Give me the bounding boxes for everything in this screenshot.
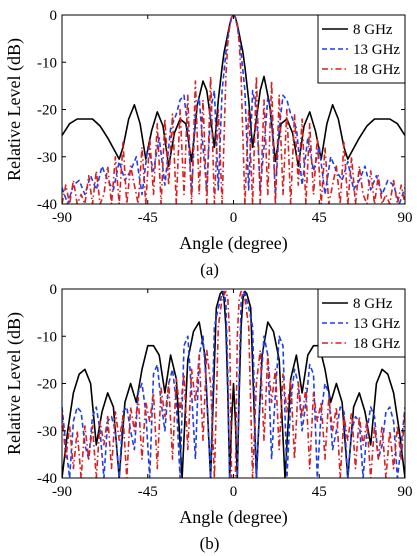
chart-panel-2: -90 -45 0 45 90 0 -10 -20 -30 -40 Angle (degree) Re… <box>4 282 413 553</box>
y-tick-label: -10 <box>37 329 57 345</box>
series-line-13-ghz <box>62 15 405 204</box>
x-axis-label: Angle (degree) <box>179 507 287 528</box>
x-tick-label: 0 <box>230 210 238 226</box>
legend: 8 GHz 13 GHz 18 GHz <box>317 288 406 358</box>
legend-entry: 13 GHz <box>353 316 400 332</box>
x-tick-label: 90 <box>398 484 413 500</box>
plot-area <box>62 290 405 478</box>
x-tick-label: -45 <box>138 484 158 500</box>
x-tick-label: -90 <box>52 210 72 226</box>
x-tick-label: -90 <box>52 484 72 500</box>
y-tick-label: -30 <box>37 150 57 166</box>
x-tick-label: 90 <box>398 210 413 226</box>
y-tick-label: -40 <box>37 471 57 487</box>
y-tick-label: 0 <box>50 8 58 24</box>
panel-caption: (b) <box>200 534 220 553</box>
legend-entry: 18 GHz <box>353 336 400 352</box>
chart-panel-1: -90 -45 0 45 90 0 -10 -20 -30 -40 Angle (degree) Re… <box>4 8 413 279</box>
panel-caption: (a) <box>200 260 219 279</box>
x-tick-label: 0 <box>230 484 238 500</box>
y-axis-label: Relative Level (dB) <box>4 312 25 455</box>
y-tick-label: -30 <box>37 424 57 440</box>
y-tick-label: -20 <box>37 103 57 119</box>
legend: 8 GHz 13 GHz 18 GHz <box>317 14 406 84</box>
series-line-13-ghz <box>62 290 405 478</box>
x-tick-label: 45 <box>312 484 327 500</box>
series-line-8-ghz <box>62 15 405 167</box>
x-tick-label: 45 <box>312 210 327 226</box>
x-axis-label: Angle (degree) <box>179 233 287 254</box>
y-tick-label: 0 <box>50 282 58 298</box>
legend-entry: 13 GHz <box>353 42 400 58</box>
plot-area <box>62 15 405 204</box>
legend-entry: 8 GHz <box>353 22 393 38</box>
y-tick-label: -40 <box>37 197 57 213</box>
y-axis-label: Relative Level (dB) <box>4 38 25 181</box>
y-tick-label: -20 <box>37 377 57 393</box>
x-tick-label: -45 <box>138 210 158 226</box>
legend-entry: 18 GHz <box>353 62 400 78</box>
series-line-18-ghz <box>62 290 405 478</box>
series-line-8-ghz <box>62 290 405 478</box>
legend-entry: 8 GHz <box>353 296 393 312</box>
y-tick-label: -10 <box>37 55 57 71</box>
